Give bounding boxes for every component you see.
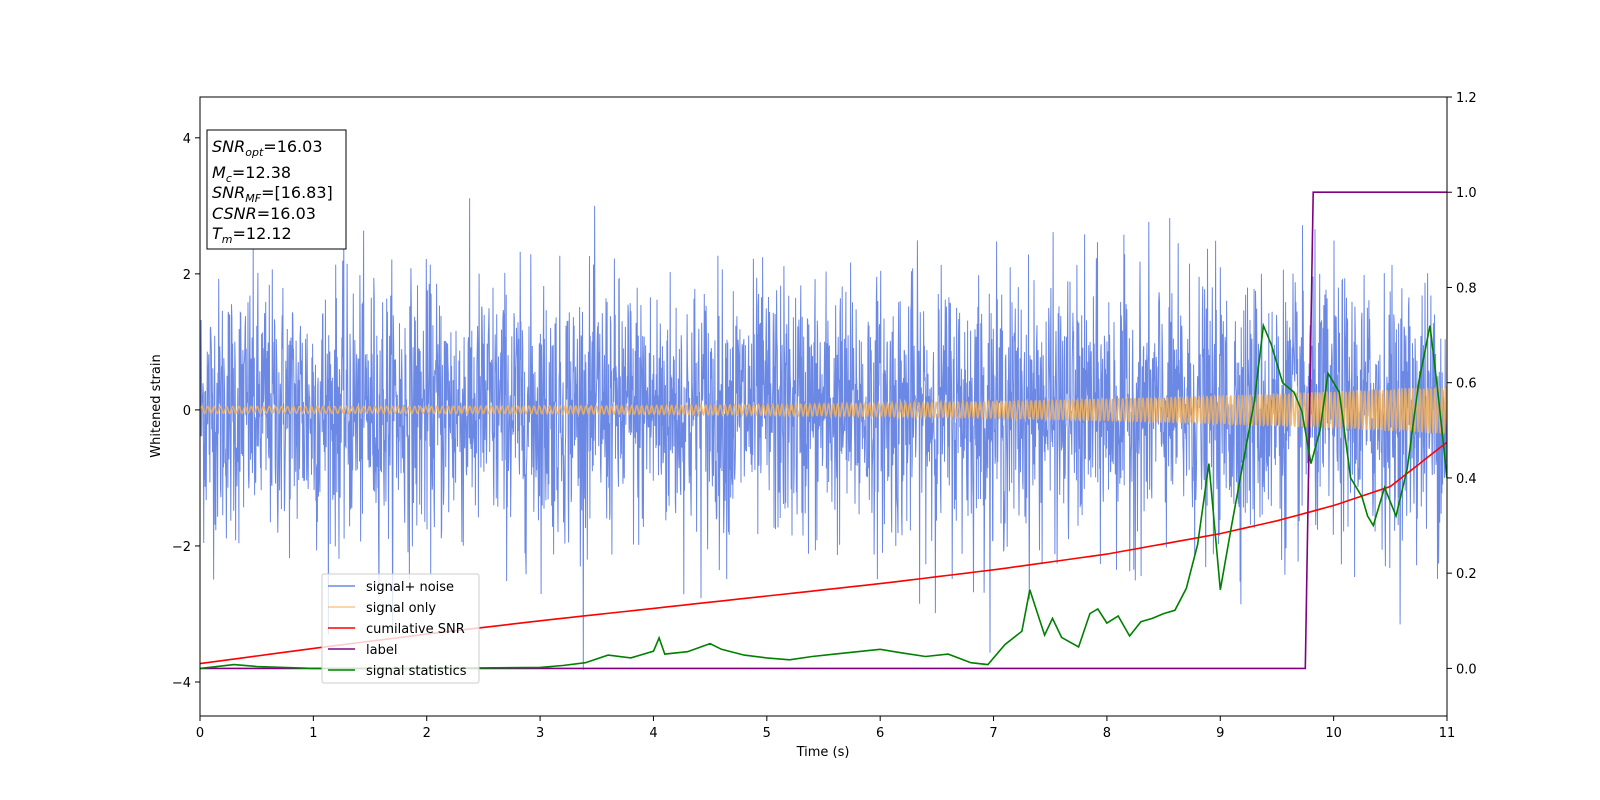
x-tick-label: 2 [423, 726, 431, 741]
x-tick-label: 6 [876, 726, 884, 741]
stats-line: Mc=12.38 [212, 163, 291, 185]
y2-tick-label: 0.6 [1456, 377, 1477, 392]
y2-tick-label: 0.4 [1456, 472, 1477, 487]
stats-line: CSNR=16.03 [212, 204, 316, 223]
x-tick-label: 7 [989, 726, 997, 741]
y2-tick-label: 1.0 [1456, 186, 1477, 201]
y2-tick-label: 0.0 [1456, 662, 1477, 677]
y-axis-right: 1.2 1.0 0.8 0.6 0.4 0.2 0.0 [1447, 91, 1477, 677]
stats-box-frame [206, 129, 347, 250]
y-tick-label: −2 [172, 540, 191, 555]
y-tick-label: −4 [172, 676, 191, 691]
signal-only-line [200, 385, 1447, 434]
y-tick-label: 2 [183, 268, 191, 283]
plot-frame [199, 96, 1448, 717]
y-tick-label: 0 [183, 404, 191, 419]
x-tick-label: 0 [196, 726, 204, 741]
x-axis: 0 1 2 3 4 5 6 7 8 9 10 11 [196, 716, 1455, 741]
x-tick-label: 8 [1103, 726, 1111, 741]
stats-line: Tm=12.12 [212, 224, 292, 246]
x-tick-label: 5 [763, 726, 771, 741]
y-axis-left: 4 2 0 −2 −4 [172, 132, 200, 691]
x-axis-label: Time (s) [796, 745, 850, 760]
stats-box: SNRopt=16.03 Mc=12.38SNRMF=[16.83]CSNR=16… [206, 129, 347, 250]
legend-entry: signal statistics [366, 664, 467, 679]
legend-entry: signal+ noise [366, 580, 454, 595]
y2-tick-label: 0.8 [1456, 281, 1477, 296]
x-tick-label: 3 [536, 726, 544, 741]
label-line [200, 191, 1447, 670]
y-axis-label: Whitened strain [149, 354, 164, 457]
stats-line: SNRMF=[16.83] [212, 183, 333, 205]
signal-statistics-line [200, 322, 1447, 670]
legend-entry: cumilative SNR [366, 622, 465, 637]
stats-line: SNRopt=16.03 [212, 137, 323, 159]
x-tick-label: 11 [1439, 726, 1456, 741]
legend-frame [321, 573, 480, 684]
x-tick-label: 4 [649, 726, 657, 741]
x-tick-label: 10 [1325, 726, 1342, 741]
y-tick-label: 4 [183, 132, 191, 147]
legend-entry: signal only [366, 601, 436, 616]
y2-tick-label: 0.2 [1456, 567, 1477, 582]
x-tick-label: 1 [309, 726, 317, 741]
legend: signal+ noise signal only cumilative SNR la… [321, 573, 480, 684]
y2-tick-label: 1.2 [1456, 91, 1477, 106]
x-tick-label: 9 [1216, 726, 1224, 741]
legend-entry: label [366, 643, 397, 658]
